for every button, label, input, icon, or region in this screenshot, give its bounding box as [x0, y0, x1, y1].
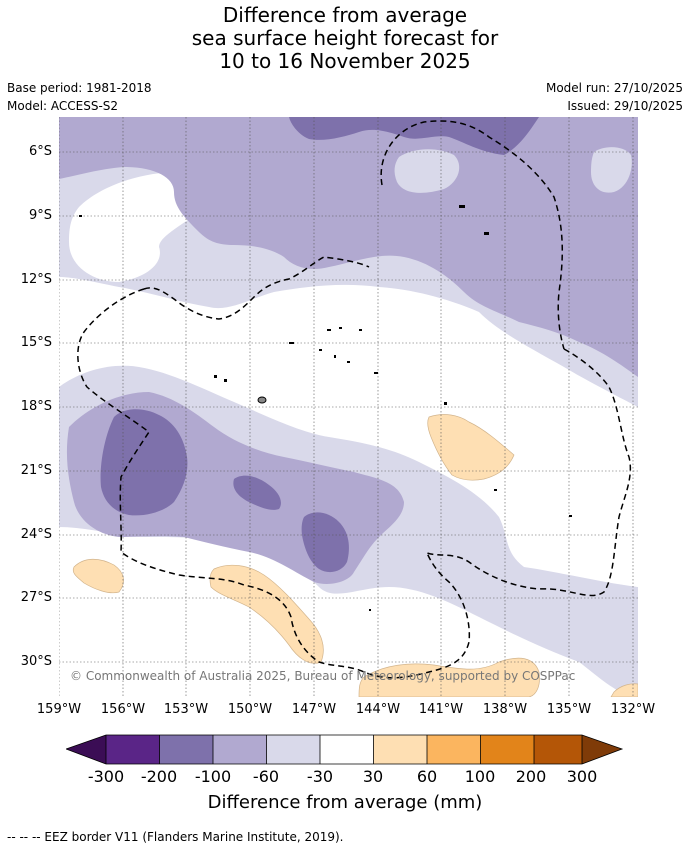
lat-label-15s: 15°S — [20, 335, 52, 350]
colorbar — [66, 734, 624, 765]
island-12 — [459, 205, 465, 208]
positive-patch-southcenter — [209, 564, 324, 664]
map-title: Difference from average sea surface heig… — [0, 4, 690, 73]
colorbar-segment-5 — [320, 735, 374, 764]
colorbar-tick-minus-60: -60 — [252, 767, 280, 786]
colorbar-segment-6 — [373, 735, 427, 764]
island-10 — [224, 379, 227, 382]
island-4 — [289, 342, 294, 344]
island-7 — [347, 361, 350, 363]
north-light-patch-2 — [591, 147, 632, 193]
eez-border-french-polynesia — [426, 348, 631, 597]
lon-label-132w: 132°W — [610, 702, 656, 717]
lat-label-12s: 12°S — [20, 272, 52, 287]
island-16 — [569, 515, 572, 517]
colorbar-tick-30: 30 — [362, 767, 384, 786]
colorbar-segment-3 — [213, 735, 267, 764]
lat-label-24s: 24°S — [20, 527, 52, 542]
model-run: Model run: 27/10/2025 — [545, 81, 683, 95]
colorbar-tick-200: 200 — [515, 767, 547, 786]
colorbar-segment-1 — [106, 735, 160, 764]
contour-mid-purple-north — [59, 117, 638, 377]
eez-border-cook-north — [143, 256, 370, 320]
island-8 — [374, 372, 378, 374]
island-2 — [339, 327, 342, 329]
island-9 — [214, 375, 217, 378]
eez-borders — [77, 120, 631, 679]
positive-patch-south — [358, 657, 540, 697]
meta-left: Base period: 1981-2018 Model: ACCESS-S2 — [7, 79, 152, 115]
sea-height-map[interactable] — [59, 117, 638, 697]
lat-label-27s: 27°S — [20, 590, 52, 605]
colorbar-high-arrow — [582, 735, 622, 764]
issued-date: Issued: 29/10/2025 — [567, 99, 683, 113]
white-blob-northwest — [69, 172, 207, 282]
lon-label-150w: 150°W — [227, 702, 273, 717]
lon-label-135w: 135°W — [546, 702, 592, 717]
island-15 — [494, 489, 497, 491]
contour-dark-purple-north — [289, 117, 539, 155]
lon-label-141w: 141°W — [418, 702, 464, 717]
eez-footnote: -- -- -- EEZ border V11 (Flanders Marine… — [7, 830, 344, 844]
lon-label-159w: 159°W — [36, 702, 82, 717]
lat-label-21s: 21°S — [20, 463, 52, 478]
lat-label-9s: 9°S — [28, 208, 52, 223]
copyright-notice: © Commonwealth of Australia 2025, Bureau… — [70, 669, 576, 683]
island-11 — [257, 396, 267, 404]
lon-label-153w: 153°W — [163, 702, 209, 717]
colorbar-tick-minus-100: -100 — [194, 767, 232, 786]
island-13 — [484, 232, 489, 235]
colorbar-dividers — [105, 735, 583, 764]
lon-label-156w: 156°W — [100, 702, 146, 717]
contour-dark-purple-small — [233, 475, 281, 510]
colorbar-tick-60: 60 — [416, 767, 438, 786]
positive-patch-east — [427, 414, 515, 481]
lat-label-18s: 18°S — [20, 399, 52, 414]
positive-patch-west — [72, 558, 124, 594]
eez-border-cook-islands — [77, 288, 471, 679]
island-5 — [319, 349, 322, 351]
island-17 — [444, 402, 447, 405]
lon-label-147w: 147°W — [291, 702, 337, 717]
model-name: Model: ACCESS-S2 — [7, 99, 119, 113]
title-line-2: sea surface height forecast for — [191, 26, 499, 50]
lon-label-144w: 144°W — [355, 702, 401, 717]
title-line-3: 10 to 16 November 2025 — [219, 49, 471, 73]
contour-dark-purple-center — [301, 512, 349, 573]
colorbar-tick-minus-200: -200 — [140, 767, 178, 786]
title-line-1: Difference from average — [222, 3, 468, 27]
colorbar-tick-300: 300 — [566, 767, 598, 786]
island-18 — [369, 609, 371, 611]
lat-label-6s: 6°S — [28, 144, 52, 159]
island-6 — [334, 355, 336, 358]
colorbar-segment-2 — [159, 735, 213, 764]
contour-dark-purple-west — [100, 409, 188, 516]
island-3 — [359, 329, 362, 331]
meta-right: Model run: 27/10/2025 Issued: 29/10/2025 — [546, 79, 683, 115]
island-1 — [327, 329, 331, 331]
colorbar-title: Difference from average (mm) — [207, 792, 483, 813]
island-14 — [79, 215, 82, 217]
lat-label-30s: 30°S — [20, 654, 52, 669]
lon-label-138w: 138°W — [482, 702, 528, 717]
islands — [79, 205, 572, 611]
colorbar-tick-minus-30: -30 — [306, 767, 334, 786]
colorbar-tick-minus-300: -300 — [87, 767, 125, 786]
colorbar-low-arrow — [66, 735, 106, 764]
north-light-patch-1 — [394, 149, 460, 193]
base-period: Base period: 1981-2018 — [7, 81, 152, 95]
colorbar-tick-100: 100 — [464, 767, 496, 786]
colorbar-segment-9 — [534, 735, 582, 764]
gridlines — [59, 117, 638, 697]
colorbar-segment-7 — [427, 735, 481, 764]
positive-patch-southeast — [610, 683, 638, 697]
colorbar-segment-4 — [266, 735, 320, 764]
colorbar-segment-8 — [480, 735, 534, 764]
eez-border-marquesas — [380, 120, 565, 350]
